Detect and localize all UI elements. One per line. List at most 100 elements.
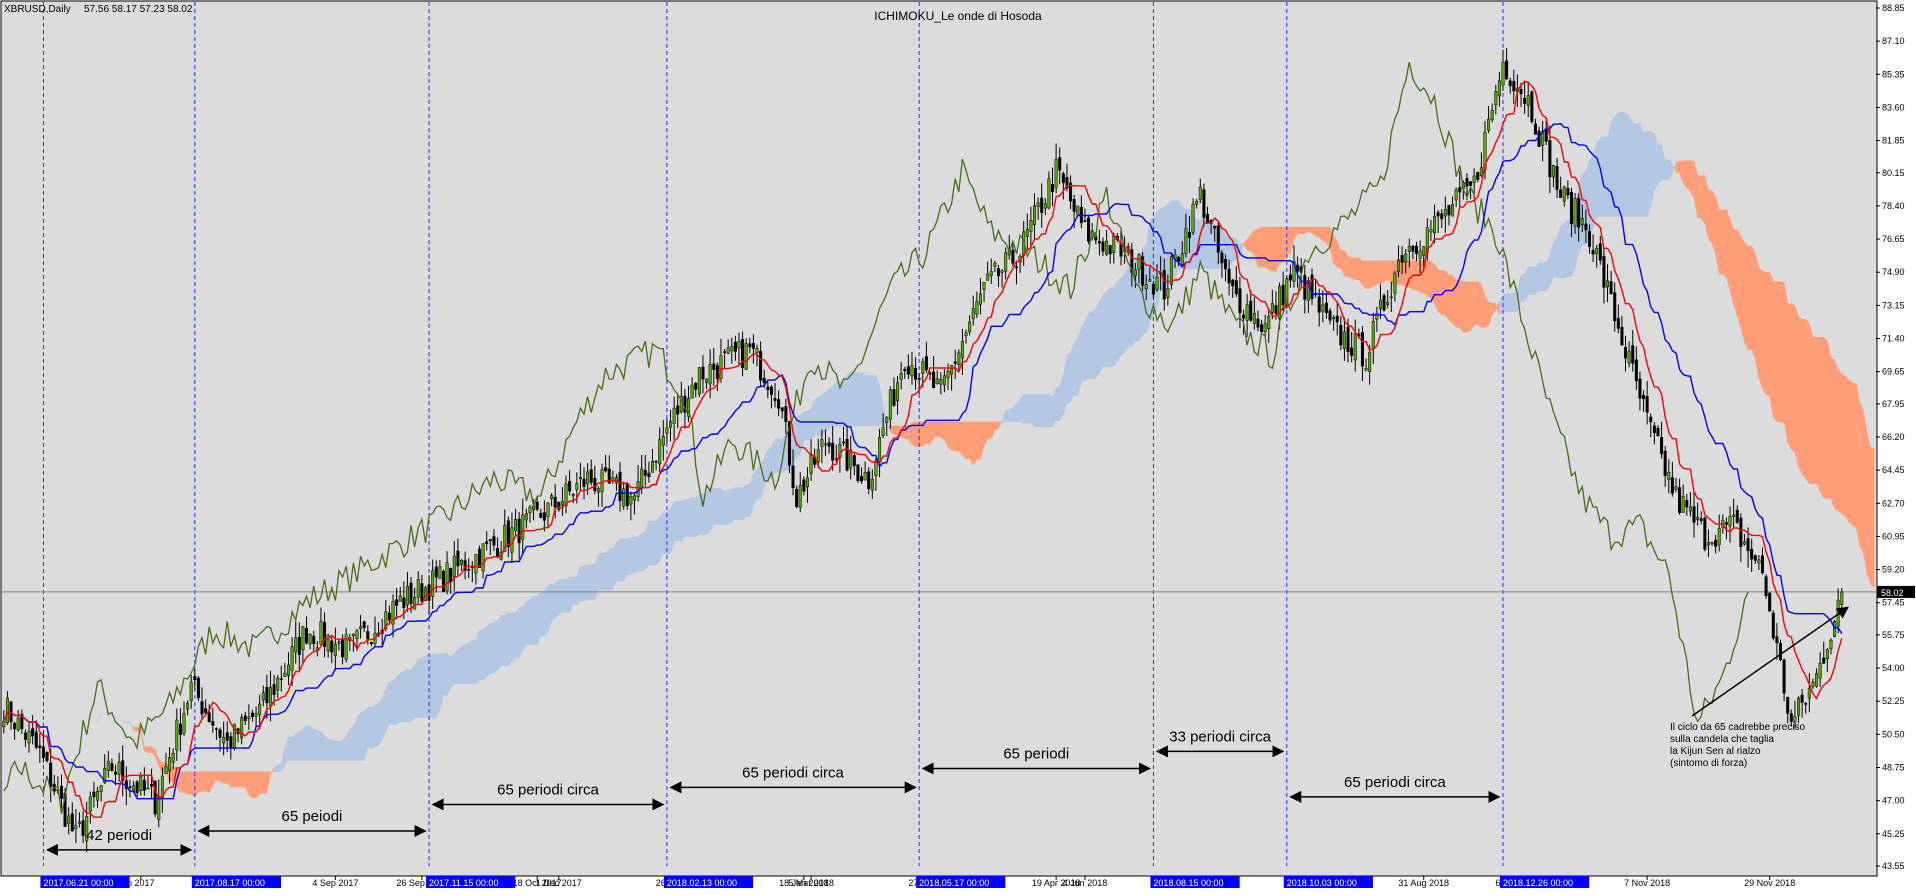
candle[interactable] (708, 349, 712, 399)
candle[interactable] (874, 457, 878, 492)
candle[interactable] (1559, 176, 1563, 198)
candle[interactable] (805, 467, 809, 503)
candle[interactable] (481, 543, 485, 579)
candle[interactable] (881, 413, 885, 439)
candle[interactable] (524, 508, 528, 529)
candle[interactable] (1609, 271, 1613, 295)
candle[interactable] (888, 386, 892, 429)
candle[interactable] (578, 462, 582, 492)
candle[interactable] (1101, 237, 1105, 256)
candle[interactable] (1040, 183, 1044, 228)
candle[interactable] (960, 328, 964, 376)
candle[interactable] (1789, 709, 1793, 727)
candle[interactable] (701, 355, 705, 394)
candle[interactable] (975, 291, 979, 318)
candle[interactable] (1739, 513, 1743, 562)
candle[interactable] (1396, 245, 1401, 278)
candle[interactable] (1105, 229, 1109, 256)
candle[interactable] (142, 767, 146, 796)
candle[interactable] (344, 628, 348, 663)
candle[interactable] (1670, 461, 1674, 497)
candle[interactable] (914, 357, 918, 390)
candle[interactable] (85, 801, 89, 853)
candle[interactable] (1256, 310, 1260, 332)
candle[interactable] (759, 341, 763, 388)
candle[interactable] (892, 377, 896, 407)
candle[interactable] (128, 779, 132, 798)
candle[interactable] (777, 390, 781, 417)
candle[interactable] (845, 425, 849, 472)
candle[interactable] (726, 339, 730, 355)
candle[interactable] (582, 467, 586, 500)
candle[interactable] (658, 427, 662, 473)
candle[interactable] (67, 807, 71, 835)
candle[interactable] (1551, 164, 1555, 188)
candle[interactable] (1566, 180, 1570, 200)
candle[interactable] (1317, 288, 1321, 327)
candle[interactable] (1087, 214, 1091, 245)
candle[interactable] (1602, 247, 1606, 304)
candle[interactable] (643, 454, 647, 487)
candle[interactable] (986, 261, 990, 281)
candle[interactable] (250, 709, 254, 722)
candle[interactable] (1267, 309, 1271, 343)
candle[interactable] (1187, 216, 1191, 253)
candle[interactable] (1591, 234, 1595, 262)
candle[interactable] (283, 662, 287, 677)
candle[interactable] (968, 315, 972, 336)
candle[interactable] (1742, 534, 1746, 546)
candle[interactable] (326, 633, 330, 658)
candle[interactable] (1339, 315, 1343, 351)
candle[interactable] (1505, 48, 1509, 81)
candle[interactable] (1364, 358, 1368, 372)
candle[interactable] (31, 715, 35, 745)
candle[interactable] (114, 764, 118, 786)
candle[interactable] (1036, 197, 1040, 220)
candle[interactable] (168, 747, 172, 784)
candle[interactable] (935, 370, 939, 385)
candle[interactable] (1775, 622, 1779, 660)
candle[interactable] (13, 721, 17, 740)
candle[interactable] (1750, 538, 1754, 572)
candle[interactable] (121, 745, 125, 797)
candle[interactable] (1238, 276, 1242, 329)
candle[interactable] (1667, 459, 1671, 494)
candle[interactable] (1526, 81, 1530, 118)
candle[interactable] (723, 349, 727, 370)
candle[interactable] (1223, 254, 1228, 282)
candle[interactable] (1706, 529, 1710, 558)
candle[interactable] (841, 426, 846, 446)
candle[interactable] (939, 372, 943, 395)
candle[interactable] (1487, 105, 1491, 134)
candle[interactable] (1321, 290, 1325, 323)
candle[interactable] (81, 810, 85, 844)
candle[interactable] (1512, 69, 1516, 104)
candle[interactable] (1696, 502, 1700, 526)
candle[interactable] (1497, 71, 1501, 107)
candle[interactable] (780, 407, 784, 419)
candle[interactable] (103, 754, 107, 785)
candle[interactable] (308, 633, 312, 650)
candle[interactable] (1249, 290, 1253, 322)
candle[interactable] (1681, 484, 1685, 513)
candle[interactable] (485, 531, 489, 551)
candle[interactable] (456, 538, 460, 576)
candle[interactable] (247, 704, 251, 730)
candle[interactable] (694, 382, 698, 398)
candle[interactable] (204, 699, 208, 715)
candle[interactable] (279, 665, 283, 692)
candle[interactable] (1825, 647, 1829, 672)
candle[interactable] (1234, 266, 1238, 297)
candle[interactable] (795, 485, 799, 509)
candle[interactable] (1479, 152, 1483, 178)
candle[interactable] (1216, 221, 1220, 265)
candle[interactable] (398, 586, 402, 602)
candle[interactable] (27, 721, 31, 753)
candle[interactable] (1804, 701, 1808, 714)
candle[interactable] (431, 559, 435, 610)
candle[interactable] (337, 638, 341, 651)
candle[interactable] (1674, 477, 1678, 493)
candle[interactable] (528, 504, 532, 523)
candle[interactable] (1389, 281, 1393, 312)
candle[interactable] (1414, 241, 1419, 262)
